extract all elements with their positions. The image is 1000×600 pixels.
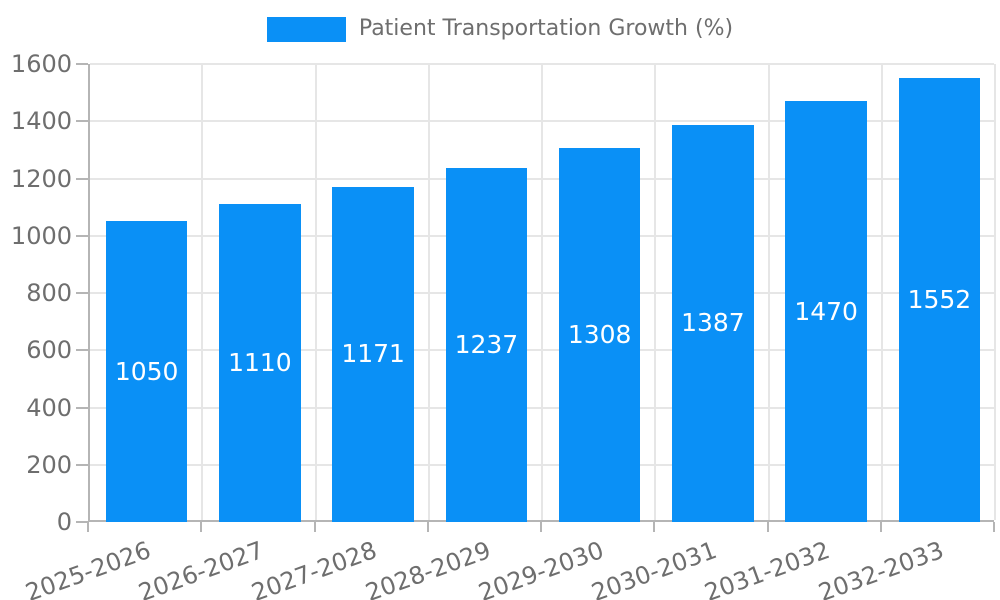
y-axis-tick: [76, 406, 88, 409]
y-axis-tick: [76, 63, 88, 65]
y-axis-tick-label: 200: [26, 450, 72, 479]
x-axis-tick: [87, 522, 89, 532]
legend: Patient Transportation Growth (%): [0, 15, 1000, 43]
bar: 1470: [785, 101, 867, 522]
v-gridline: [201, 64, 204, 520]
legend-item[interactable]: Patient Transportation Growth (%): [266, 15, 734, 43]
bar-value-label: 1308: [567, 319, 632, 349]
v-gridline: [541, 64, 543, 520]
y-axis-tick-label: 400: [26, 393, 72, 422]
x-axis-tick-label: 2029-2030: [474, 536, 608, 600]
bar: 1171: [332, 186, 414, 522]
y-axis-tick: [76, 120, 88, 123]
v-gridline: [314, 64, 317, 520]
y-axis-tick: [76, 292, 88, 294]
bar-value-label: 1387: [681, 308, 745, 338]
x-axis-tick: [653, 522, 656, 532]
y-axis-tick: [76, 234, 88, 237]
x-axis-tick-label: 2027-2028: [248, 536, 381, 600]
x-axis-tick-label: 2026-2027: [134, 536, 268, 600]
x-axis-tick-label: 2025-2026: [21, 536, 155, 600]
y-axis-tick: [76, 521, 88, 523]
x-axis-tick-label: 2028-2029: [361, 536, 494, 600]
bar: 1050: [105, 221, 188, 522]
bar-value-label: 1470: [794, 296, 858, 326]
x-axis-tick: [993, 522, 995, 532]
x-axis-tick-label: 2032-2033: [814, 536, 947, 600]
x-axis-tick: [426, 522, 429, 532]
y-axis-tick-label: 800: [26, 279, 72, 307]
plot-area: 1050 1110 1171 1237 1308 1387 1470 1552: [88, 63, 996, 522]
y-axis-tick-label: 1000: [10, 221, 72, 250]
v-gridline: [880, 64, 883, 520]
bar: 1110: [219, 204, 301, 522]
bar-value-label: 1110: [228, 348, 292, 378]
y-axis-tick: [76, 463, 88, 466]
bar-value-label: 1171: [341, 339, 405, 369]
x-axis-tick: [766, 522, 769, 532]
v-gridline: [767, 64, 770, 520]
bar: 1387: [672, 124, 754, 522]
x-axis-tick: [540, 522, 542, 532]
bar: 1237: [445, 167, 528, 522]
y-axis-tick: [76, 177, 88, 180]
x-axis-tick-label: 2031-2032: [701, 536, 834, 600]
bar: 1552: [898, 77, 981, 522]
y-axis-tick-label: 1600: [10, 50, 72, 78]
v-gridline: [654, 64, 657, 520]
y-axis-tick-label: 1200: [10, 164, 72, 193]
x-axis-tick-label: 2030-2031: [587, 536, 721, 600]
legend-label: Patient Transportation Growth (%): [358, 16, 734, 41]
x-axis-tick: [200, 522, 203, 532]
v-gridline: [994, 64, 996, 520]
x-axis-tick: [313, 522, 316, 532]
bar-value-label: 1237: [454, 329, 519, 359]
bar-value-label: 1050: [114, 356, 179, 386]
y-axis-tick-label: 1400: [10, 107, 72, 136]
legend-swatch: [266, 16, 346, 42]
bar: 1308: [558, 147, 641, 522]
y-axis-tick-label: 600: [26, 336, 72, 365]
v-gridline: [427, 64, 430, 520]
bar-value-label: 1552: [907, 284, 972, 314]
x-axis-tick: [879, 522, 882, 532]
y-axis-tick-label: 0: [56, 508, 72, 536]
y-axis-tick: [76, 349, 88, 352]
